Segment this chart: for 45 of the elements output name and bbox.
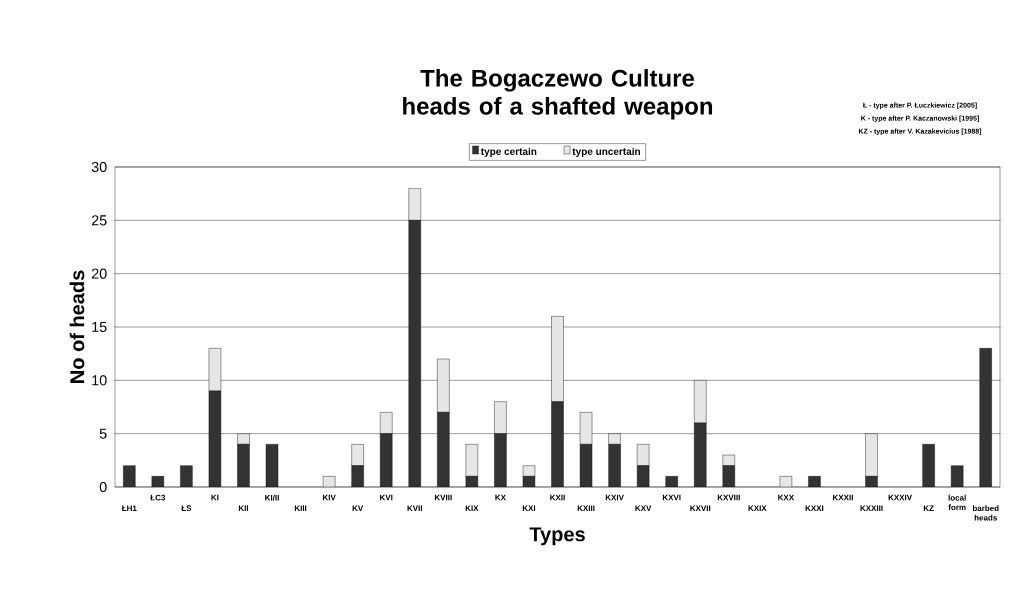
x-tick-label: KVII bbox=[407, 505, 423, 511]
y-tick-label: 25 bbox=[91, 215, 107, 226]
x-tick-label: KZ bbox=[923, 505, 934, 511]
legend-label: type uncertain bbox=[572, 147, 641, 157]
x-tick-label: local form bbox=[948, 494, 966, 511]
chart-title: The Bogaczewo Culture heads of a shafted weapon bbox=[403, 69, 713, 120]
x-tick-label: KXIII bbox=[577, 505, 595, 511]
y-tick-label: 0 bbox=[99, 481, 107, 493]
y-tick-label: 15 bbox=[92, 321, 107, 333]
x-tick-label: KII bbox=[238, 505, 249, 511]
x-tick-label: KIII bbox=[294, 505, 307, 511]
x-tick-label: KIV bbox=[322, 494, 336, 501]
x-tick-label: KXVIII bbox=[717, 494, 740, 501]
x-axis-title: Types bbox=[529, 527, 585, 546]
x-tick-label: KVIII bbox=[434, 494, 452, 501]
x-tick-label: barbed heads bbox=[972, 505, 999, 521]
x-tick-label: KXII bbox=[550, 494, 565, 501]
x-tick-label: ŁH1 bbox=[121, 505, 137, 511]
x-tick-label: KXXII bbox=[833, 494, 853, 501]
x-tick-label: KXIX bbox=[748, 505, 767, 511]
x-tick-label: ŁC3 bbox=[150, 494, 166, 501]
x-tick-label: KXV bbox=[635, 505, 652, 511]
y-tick-label: 20 bbox=[91, 268, 107, 279]
x-tick-label: KXIV bbox=[605, 494, 624, 501]
x-tick-label: KXVI bbox=[662, 494, 681, 501]
x-tick-label: KI/II bbox=[265, 494, 279, 501]
bar bbox=[865, 433, 878, 477]
x-tick-label: KV bbox=[352, 505, 364, 511]
x-tick-label: KVI bbox=[380, 494, 393, 501]
y-tick-label: 5 bbox=[99, 428, 107, 439]
x-tick-label: KXXIII bbox=[860, 505, 883, 511]
x-tick-label: KI bbox=[211, 494, 219, 501]
x-tick-label: KIX bbox=[465, 505, 479, 511]
x-tick-label: KX bbox=[495, 494, 506, 501]
bar bbox=[551, 316, 564, 402]
y-tick-label: 10 bbox=[92, 375, 107, 386]
y-axis-title: No of heads bbox=[69, 270, 85, 383]
x-tick-label: KXI bbox=[522, 505, 536, 511]
y-tick-label: 30 bbox=[91, 161, 107, 173]
x-tick-label: KXXIV bbox=[888, 494, 913, 501]
legend-label: type certain bbox=[480, 147, 537, 157]
x-tick-label: ŁS bbox=[181, 505, 192, 512]
x-tick-label: KXVII bbox=[690, 505, 711, 511]
x-tick-label: KXXI bbox=[805, 505, 824, 511]
x-tick-label: KXX bbox=[778, 494, 795, 501]
